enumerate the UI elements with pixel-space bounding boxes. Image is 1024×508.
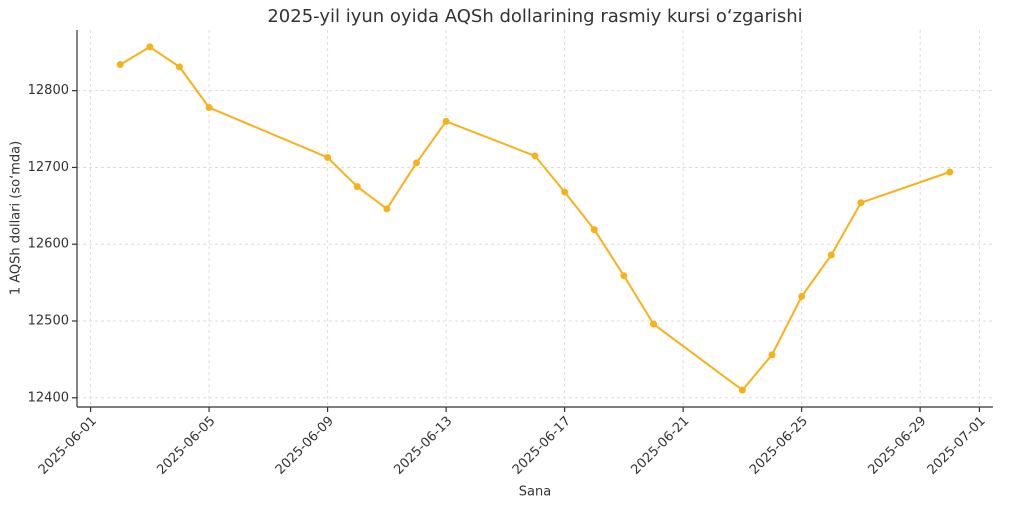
- point: [590, 226, 598, 234]
- point: [857, 199, 865, 207]
- chart-title: 2025-yil iyun oyida AQSh dollarining ras…: [267, 6, 802, 27]
- x-tick-label: 2025-06-29: [865, 414, 929, 478]
- point: [412, 159, 420, 167]
- point: [531, 152, 539, 160]
- point: [324, 153, 332, 161]
- line: [119, 45, 951, 392]
- y-tick-label: 12800: [28, 83, 69, 98]
- x-tick-label: 2025-06-05: [154, 414, 218, 478]
- point: [650, 320, 658, 328]
- point: [383, 205, 391, 213]
- point: [146, 43, 154, 51]
- point: [116, 61, 124, 69]
- point: [175, 63, 183, 71]
- y-tick-label: 12400: [28, 390, 69, 405]
- point: [561, 188, 569, 196]
- point: [205, 104, 213, 112]
- x-tick-label: 2025-06-21: [628, 414, 692, 478]
- x-axis-label: Sana: [519, 485, 551, 500]
- x-tick-label: 2025-06-17: [510, 414, 574, 478]
- point: [798, 292, 806, 300]
- point: [946, 168, 954, 176]
- y-tick-label: 12600: [28, 237, 69, 252]
- x-tick-label: 2025-06-13: [391, 414, 455, 478]
- y-axis-label: 1 AQSh dollari (so‘mda): [9, 141, 24, 295]
- y-tick-label: 12700: [28, 160, 69, 175]
- x-tick-label: 2025-06-25: [747, 414, 811, 478]
- point: [738, 386, 746, 394]
- x-tick-label: 2025-06-01: [36, 414, 100, 478]
- point: [353, 183, 361, 191]
- y-tick-label: 12500: [28, 314, 69, 329]
- point: [442, 117, 450, 125]
- point: [768, 351, 776, 359]
- point: [620, 272, 628, 280]
- point: [827, 251, 835, 259]
- x-tick-label: 2025-06-09: [273, 414, 337, 478]
- x-tick-label: 2025-07-01: [925, 414, 989, 478]
